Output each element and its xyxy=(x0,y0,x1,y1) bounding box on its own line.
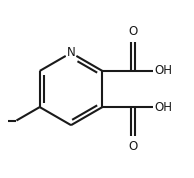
Text: O: O xyxy=(128,25,138,38)
Text: OH: OH xyxy=(154,64,172,77)
Text: O: O xyxy=(128,140,138,153)
Text: N: N xyxy=(67,46,75,59)
Text: OH: OH xyxy=(154,101,172,114)
